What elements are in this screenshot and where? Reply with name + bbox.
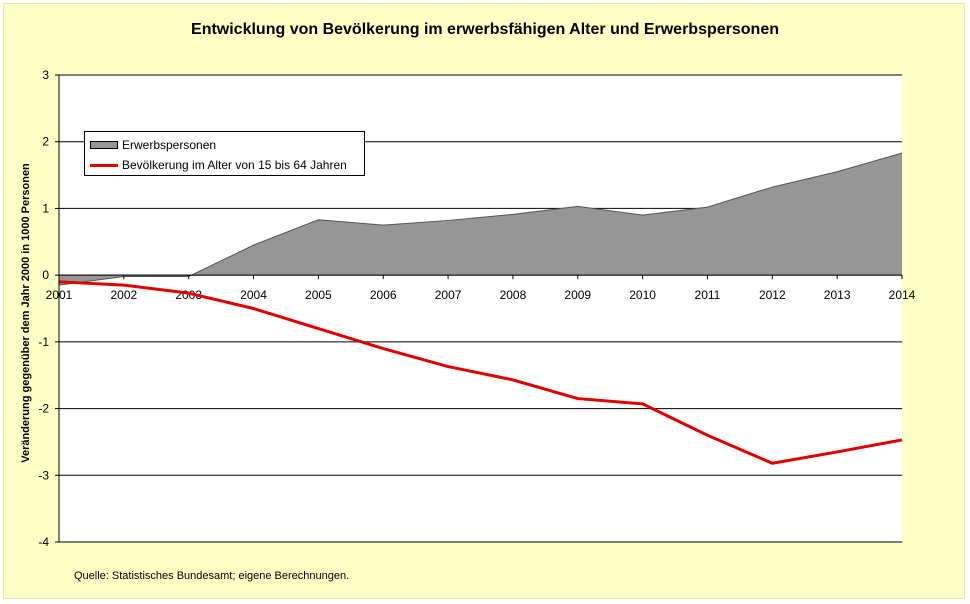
x-tick-label: 2007: [435, 288, 462, 302]
y-tick-label: 0: [42, 268, 49, 282]
y-tick-label: 1: [42, 201, 49, 215]
y-tick-label: -4: [38, 535, 49, 549]
legend-item-bevoelkerung: Bevölkerung im Alter von 15 bis 64 Jahre…: [90, 157, 347, 173]
area-outline: [58, 152, 903, 286]
legend-label: Bevölkerung im Alter von 15 bis 64 Jahre…: [122, 158, 347, 172]
x-tick-label: 2008: [500, 288, 527, 302]
x-tick-label: 2004: [240, 288, 267, 302]
legend-label: Erwerbspersonen: [122, 138, 217, 152]
x-tick-label: 2010: [629, 288, 656, 302]
y-tick-label: 3: [42, 68, 49, 82]
x-tick-label: 2002: [110, 288, 137, 302]
x-tick-label: 2012: [759, 288, 786, 302]
x-tick-label: 2006: [370, 288, 397, 302]
area-erwerbspersonen: [59, 153, 902, 286]
y-tick-label: -1: [38, 335, 49, 349]
legend: Erwerbspersonen Bevölkerung im Alter von…: [84, 131, 365, 176]
x-tick-label: 2014: [889, 288, 916, 302]
y-tick-label: 2: [42, 135, 49, 149]
y-tick-label: -2: [38, 402, 49, 416]
source-note: Quelle: Statistisches Bundesamt; eigene …: [74, 570, 350, 582]
y-tick-label: -3: [38, 468, 49, 482]
x-tick-label: 2013: [824, 288, 851, 302]
x-tick-label: 2009: [564, 288, 591, 302]
line-bevoelkerung: [58, 280, 903, 465]
legend-line-swatch: [90, 163, 118, 167]
x-tick-label: 2011: [695, 288, 721, 302]
legend-area-swatch: [90, 141, 118, 149]
x-tick-label: 2005: [305, 288, 332, 302]
legend-item-erwerbspersonen: Erwerbspersonen: [90, 137, 216, 153]
chart-title: Entwicklung von Bevölkerung im erwerbsfä…: [191, 21, 779, 38]
